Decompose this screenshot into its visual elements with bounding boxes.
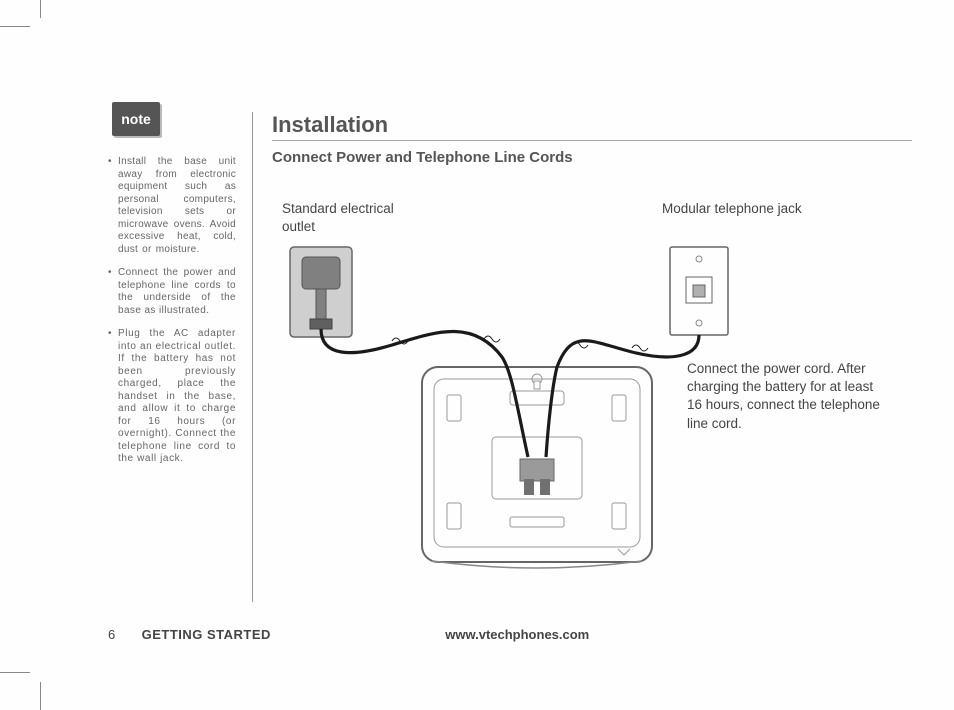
page-number: 6 [108,627,138,642]
crop-mark [0,672,30,673]
title-underline [272,140,912,141]
crop-mark [40,682,41,710]
page-subtitle: Connect Power and Telephone Line Cords [272,149,912,166]
note-badge: note [112,102,160,136]
note-sidebar: note Install the base unit away from ele… [108,102,236,477]
page-frame: note Install the base unit away from ele… [42,12,910,662]
crop-mark [40,0,41,18]
page-title: Installation [272,112,912,138]
outlet-icon [290,247,352,337]
page-footer: 6 GETTING STARTED www.vtechphones.com [108,627,888,642]
main-content: Installation Connect Power and Telephone… [272,112,912,206]
crop-mark [0,26,30,27]
note-item: Connect the power and telephone line cor… [108,267,236,317]
vertical-divider [252,112,253,602]
note-item: Install the base unit away from electron… [108,156,236,256]
base-unit-icon [422,367,652,568]
instruction-callout: Connect the power cord. After charging t… [687,360,887,433]
section-name: GETTING STARTED [142,627,442,642]
note-item: Plug the AC adapter into an electrical o… [108,328,236,466]
note-list: Install the base unit away from electron… [108,156,236,466]
phone-jack-icon [670,247,728,335]
footer-url: www.vtechphones.com [445,627,589,642]
